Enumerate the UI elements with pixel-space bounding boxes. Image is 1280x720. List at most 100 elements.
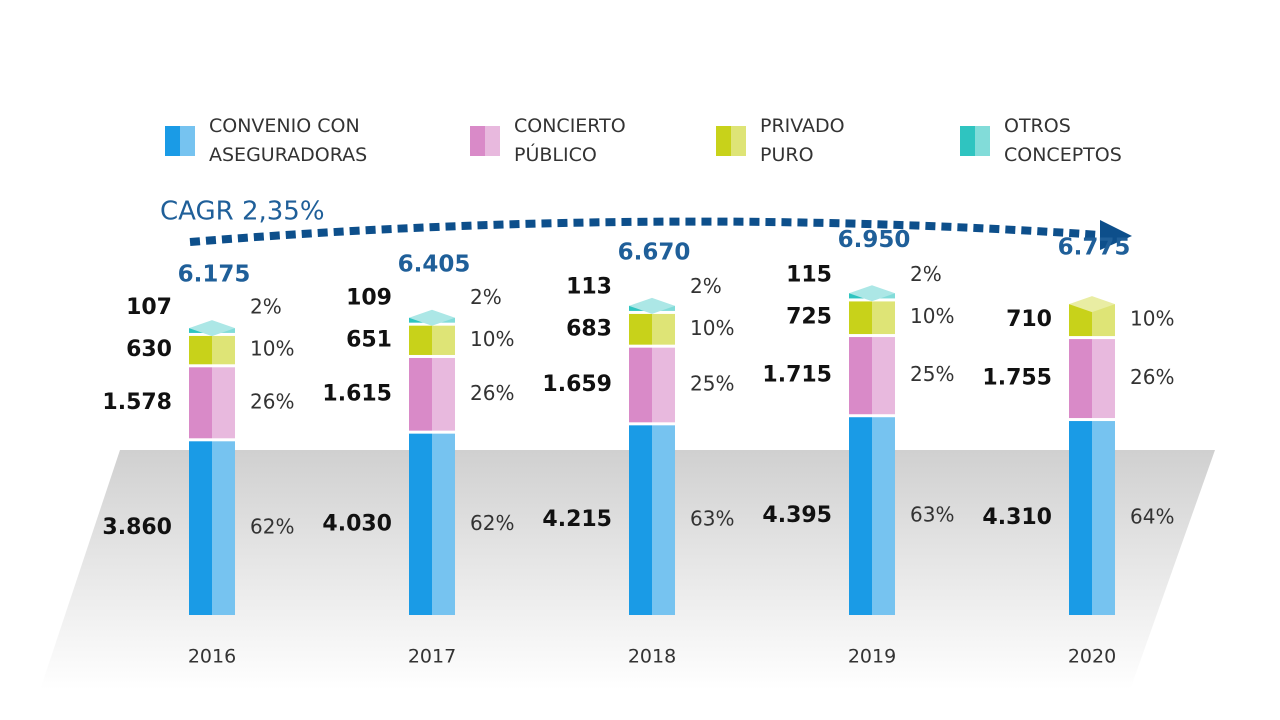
share-label: 26% [250, 389, 294, 413]
share-label: 62% [250, 515, 294, 539]
bar-segment [629, 425, 675, 615]
bar-segment [409, 325, 455, 355]
trend-arrow [189, 217, 1101, 246]
legend-label: CONVENIO CON ASEGURADORAS [209, 115, 368, 166]
legend-swatch [165, 126, 195, 156]
bar-segment [189, 367, 235, 439]
bar-face-right [872, 337, 895, 415]
bar-segment [1069, 304, 1115, 337]
bar-face-left [1069, 421, 1092, 615]
bar-cap [1069, 296, 1115, 313]
bar-face-left [189, 335, 212, 365]
legend-swatch [960, 126, 990, 156]
bar-cap [849, 285, 895, 302]
total-label: 6.405 [398, 251, 471, 277]
bar-face-left [849, 417, 872, 615]
value-label: 1.715 [762, 363, 832, 388]
bar-face-right [432, 325, 455, 355]
bar-face-left [629, 425, 652, 615]
share-label: 25% [910, 362, 954, 386]
bar-segment [189, 441, 235, 615]
share-label: 62% [470, 511, 514, 535]
bar-segment [189, 335, 235, 365]
bar-segment [849, 301, 895, 335]
value-label: 4.395 [762, 503, 832, 528]
value-label: 1.615 [322, 381, 392, 406]
legend-item: OTROS CONCEPTOS [960, 112, 1129, 170]
total-label: 6.775 [1058, 235, 1131, 261]
x-tick-label: 2020 [1068, 646, 1116, 668]
bar-face-left [1069, 304, 1092, 337]
share-label: 2% [470, 285, 502, 309]
bar-face-left [629, 313, 652, 345]
bar-face-left [849, 301, 872, 335]
bar-face-right [1092, 421, 1115, 615]
value-label: 651 [346, 327, 392, 352]
bar-segment [629, 347, 675, 423]
bar-segment [409, 357, 455, 431]
bar-face-left [189, 367, 212, 439]
bar-face-left [849, 337, 872, 415]
value-label: 1.755 [982, 366, 1052, 391]
total-label: 6.670 [618, 239, 691, 265]
share-label: 25% [690, 371, 734, 395]
bar-face-right [652, 425, 675, 615]
bar-segment [629, 313, 675, 345]
legend-swatch [470, 126, 500, 156]
legend-label: PRIVADO PURO [760, 115, 845, 166]
value-label: 683 [566, 316, 612, 341]
bar-face-right [652, 313, 675, 345]
bar-face-right [1092, 304, 1115, 337]
floor [40, 450, 1215, 690]
bar-cap [409, 309, 455, 326]
bar-face-right [432, 433, 455, 615]
bar-face-left [409, 357, 432, 431]
bar-face-right [212, 367, 235, 439]
bar-cap [629, 297, 675, 314]
share-label: 26% [470, 381, 514, 405]
value-label: 1.659 [542, 372, 612, 397]
bar-cap [189, 320, 235, 337]
value-label: 630 [126, 337, 172, 362]
bar-face-right [1092, 339, 1115, 419]
share-label: 10% [1130, 307, 1174, 331]
value-label: 113 [566, 274, 612, 299]
share-label: 10% [910, 304, 954, 328]
x-tick-label: 2016 [188, 646, 236, 668]
total-label: 6.175 [178, 262, 251, 288]
value-label: 115 [786, 263, 832, 288]
value-label: 107 [126, 295, 172, 320]
value-label: 3.860 [102, 515, 172, 540]
share-label: 26% [1130, 365, 1174, 389]
value-label: 109 [346, 285, 392, 310]
value-label: 725 [786, 305, 832, 330]
x-tick-label: 2018 [628, 646, 676, 668]
bar-face-left [409, 325, 432, 355]
share-label: 2% [910, 262, 942, 286]
share-label: 2% [250, 295, 282, 319]
x-tick-label: 2017 [408, 646, 456, 668]
bar-face-left [1069, 339, 1092, 419]
share-label: 63% [910, 503, 954, 527]
value-label: 4.030 [322, 511, 392, 536]
bar-face-right [212, 441, 235, 615]
value-label: 710 [1006, 307, 1052, 332]
bar-segment [1069, 339, 1115, 419]
share-label: 64% [1130, 505, 1174, 529]
value-label: 1.578 [102, 390, 172, 415]
legend-item: CONVENIO CON ASEGURADORAS [165, 112, 384, 170]
share-label: 10% [470, 327, 514, 351]
bar-face-left [189, 441, 212, 615]
legend-item: CONCIERTO PÚBLICO [470, 112, 639, 170]
x-tick-label: 2019 [848, 646, 896, 668]
bar-segment [409, 433, 455, 615]
bar-face-left [409, 433, 432, 615]
bar-face-right [872, 417, 895, 615]
arrow-head [1100, 220, 1132, 250]
share-label: 2% [690, 274, 722, 298]
legend-label: OTROS CONCEPTOS [1004, 115, 1122, 166]
bar-segment [849, 417, 895, 615]
share-label: 10% [250, 337, 294, 361]
bar-face-right [212, 335, 235, 365]
bar-face-right [652, 347, 675, 423]
